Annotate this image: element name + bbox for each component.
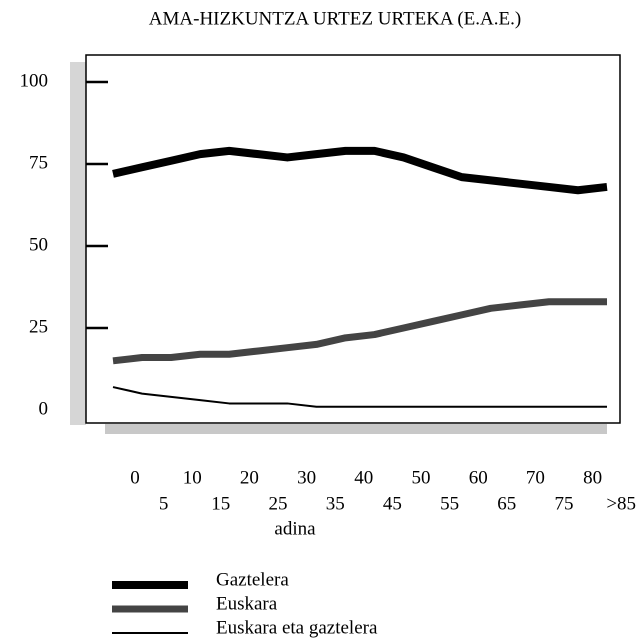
legend-label: Euskara eta gaztelera <box>216 617 378 638</box>
series-line <box>112 298 607 365</box>
x-tick-label: 5 <box>159 493 169 514</box>
legend-label: Gaztelera <box>216 569 289 590</box>
x-tick-label: 30 <box>297 467 316 488</box>
series-line <box>112 386 607 408</box>
left-shadow <box>70 62 86 425</box>
bottom-shadow <box>105 424 607 434</box>
legend-label: Euskara <box>216 593 278 614</box>
y-tick-label: 50 <box>29 234 48 255</box>
x-tick-label: 10 <box>183 467 202 488</box>
x-tick-label: 25 <box>269 493 288 514</box>
chart-title: AMA-HIZKUNTZA URTEZ URTEKA (E.A.E.) <box>149 8 521 29</box>
x-tick-label: 50 <box>412 467 431 488</box>
x-tick-label: 40 <box>354 467 373 488</box>
x-tick-label: 0 <box>130 467 140 488</box>
x-tick-label: 35 <box>326 493 345 514</box>
y-tick-label: 75 <box>29 152 48 173</box>
x-tick-label: 15 <box>211 493 230 514</box>
x-tick-label: 55 <box>440 493 459 514</box>
series-line <box>112 146 608 195</box>
x-tick-label: 70 <box>526 467 545 488</box>
y-tick-label: 0 <box>39 398 49 419</box>
x-axis-label: adina <box>274 518 316 539</box>
x-tick-label: 60 <box>469 467 488 488</box>
x-tick-label: 65 <box>497 493 516 514</box>
x-tick-label: 45 <box>383 493 402 514</box>
y-tick-label: 100 <box>20 70 49 91</box>
y-tick-label: 25 <box>29 316 48 337</box>
x-tick-label: 75 <box>555 493 574 514</box>
plot-frame <box>85 54 621 424</box>
x-tick-label: 20 <box>240 467 259 488</box>
x-tick-label: 80 <box>583 467 602 488</box>
x-tick-label: >85 <box>606 493 636 514</box>
